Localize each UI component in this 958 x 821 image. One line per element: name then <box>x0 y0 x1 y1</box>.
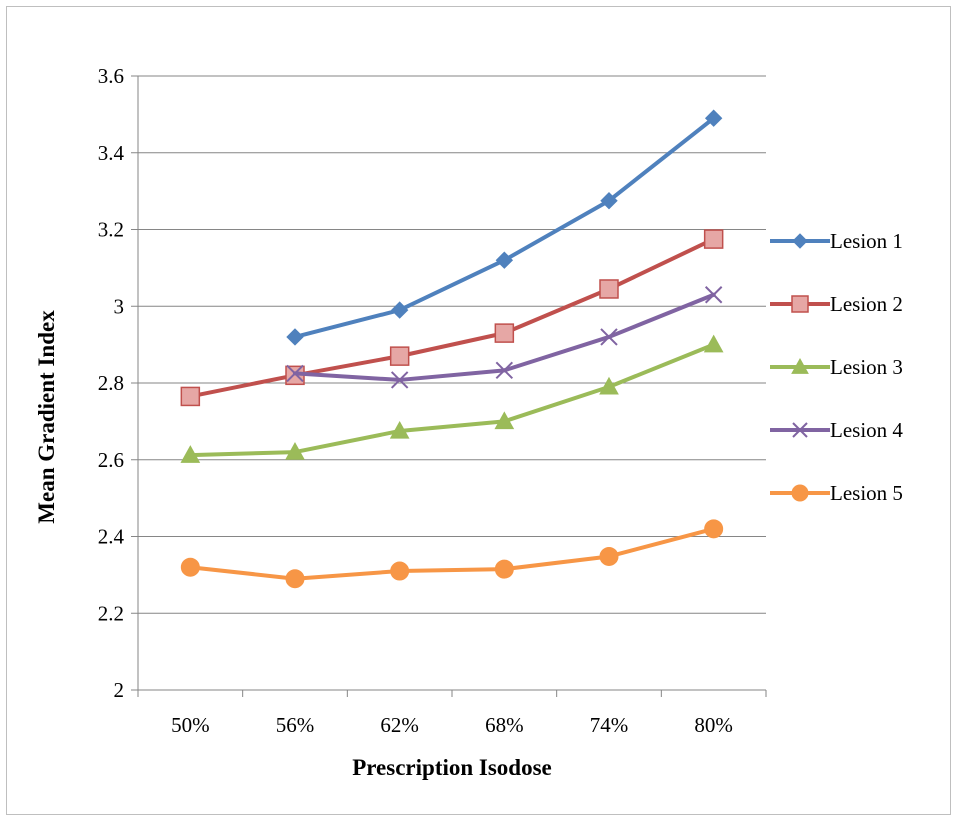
x-tick-label: 50% <box>171 713 210 737</box>
y-tick-label: 3.6 <box>98 64 124 88</box>
marker-circle <box>791 484 809 502</box>
series-lesion-1 <box>286 109 723 346</box>
x-tick-label: 56% <box>276 713 315 737</box>
marker-x-stroke <box>792 422 808 438</box>
y-tick-label: 2.2 <box>98 601 124 625</box>
series-line <box>293 116 716 339</box>
x-tick-label: 74% <box>590 713 629 737</box>
marker-x <box>390 371 409 389</box>
marker-x <box>704 286 723 304</box>
marker-square <box>180 386 201 407</box>
marker-square <box>703 229 724 249</box>
marker-x-stroke <box>390 371 409 389</box>
marker-x <box>792 422 808 438</box>
legend-label: Lesion 3 <box>830 355 903 379</box>
x-tick-label: 62% <box>380 713 419 737</box>
legend-item: Lesion 4 <box>770 418 903 442</box>
marker-square <box>389 346 410 366</box>
marker-x <box>286 364 304 383</box>
marker-x-stroke <box>600 328 618 346</box>
marker-circle <box>180 557 200 577</box>
series-lesion-2 <box>180 229 724 407</box>
marker-diamond <box>704 109 723 127</box>
legend-label: Lesion 2 <box>830 292 903 316</box>
marker-square <box>494 323 515 343</box>
marker-square <box>791 295 809 313</box>
y-tick-label: 3.2 <box>98 218 124 242</box>
marker-x-stroke <box>286 364 304 383</box>
marker-triangle <box>599 376 619 395</box>
series-lesion-5 <box>180 519 724 589</box>
marker-x <box>495 361 514 380</box>
series-line <box>188 237 716 399</box>
x-axis-title: Prescription Isodose <box>352 755 552 780</box>
x-tick-labels: 50% 56% 62% 68% 74% 80% <box>171 713 733 737</box>
series-line <box>188 342 716 458</box>
legend-label: Lesion 1 <box>830 229 903 253</box>
marker-x-stroke <box>704 286 723 304</box>
series-line <box>188 526 716 581</box>
y-tick-label: 3.4 <box>98 141 125 165</box>
marker-triangle <box>389 420 410 439</box>
marker-diamond <box>792 233 808 249</box>
y-tick-label: 2.6 <box>98 448 124 472</box>
y-axis-title: Mean Gradient Index <box>34 310 59 524</box>
y-tick-label: 3 <box>114 294 125 318</box>
marker-x <box>600 328 618 346</box>
marker-circle <box>494 559 514 579</box>
y-tick-label: 2 <box>114 678 125 702</box>
series-lesion-4 <box>286 286 723 389</box>
legend: Lesion 1 Lesion 2 Lesion 3 Lesion 4 Lesion 5 <box>770 229 903 505</box>
legend-item: Lesion 2 <box>770 292 903 316</box>
marker-circle <box>599 546 619 566</box>
series-layer <box>180 109 724 589</box>
x-tick-label: 80% <box>694 713 733 737</box>
legend-label: Lesion 5 <box>830 481 903 505</box>
y-tick-label: 2.8 <box>98 371 124 395</box>
marker-diamond <box>390 301 409 319</box>
marker-diamond <box>286 328 304 346</box>
marker-triangle <box>703 334 724 353</box>
y-tick-label: 2.4 <box>98 525 125 549</box>
legend-item: Lesion 1 <box>770 229 903 253</box>
marker-triangle <box>180 445 201 463</box>
marker-triangle <box>285 442 305 460</box>
y-tick-labels: 2 2.2 2.4 2.6 2.8 3 3.2 3.4 3.6 <box>98 64 125 702</box>
legend-item: Lesion 3 <box>770 355 903 379</box>
legend-label: Lesion 4 <box>830 418 903 442</box>
marker-circle <box>390 561 410 581</box>
marker-triangle <box>791 357 809 374</box>
marker-circle <box>704 519 724 539</box>
marker-triangle <box>494 411 515 430</box>
marker-diamond <box>600 192 618 210</box>
series-lesion-3 <box>180 334 724 463</box>
x-tick-label: 68% <box>485 713 524 737</box>
axes <box>131 75 767 697</box>
marker-square <box>599 279 619 299</box>
marker-x-stroke <box>495 361 514 380</box>
marker-diamond <box>495 251 514 269</box>
chart-frame <box>6 6 951 815</box>
legend-item: Lesion 5 <box>770 481 903 505</box>
gridlines <box>138 75 766 614</box>
marker-circle <box>285 569 305 589</box>
